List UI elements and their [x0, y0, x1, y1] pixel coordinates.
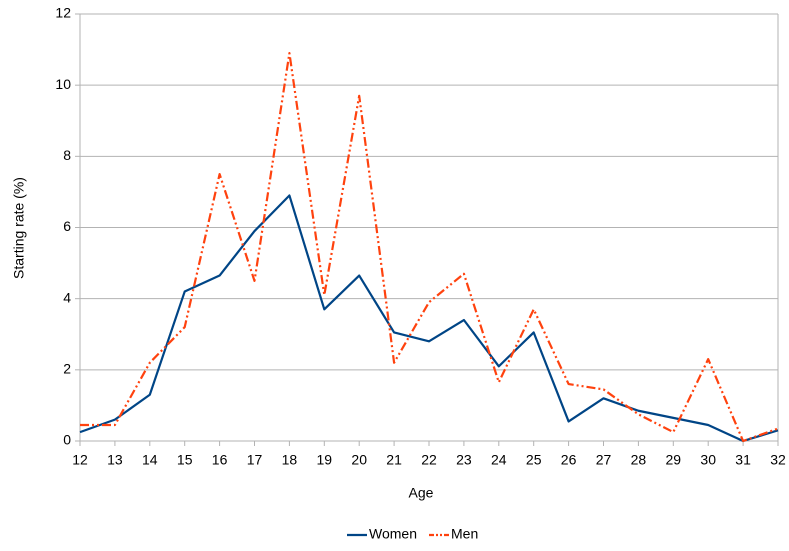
- y-axis-label: Starting rate (%): [11, 177, 27, 279]
- x-tick-label: 28: [631, 452, 647, 468]
- x-tick-label: 32: [770, 452, 786, 468]
- x-tick-label: 12: [72, 452, 88, 468]
- y-tick-label: 10: [55, 76, 71, 92]
- y-tick-label: 2: [63, 361, 71, 377]
- x-tick-label: 23: [456, 452, 472, 468]
- x-tick-label: 21: [386, 452, 402, 468]
- x-tick-label: 26: [561, 452, 577, 468]
- y-tick-label: 0: [63, 432, 71, 448]
- x-tick-label: 20: [351, 452, 367, 468]
- x-tick-label: 17: [247, 452, 263, 468]
- x-tick-label: 19: [317, 452, 333, 468]
- y-tick-label: 4: [63, 289, 71, 305]
- x-tick-label: 15: [177, 452, 193, 468]
- legend-label: Women: [369, 526, 417, 542]
- x-tick-label: 31: [735, 452, 751, 468]
- x-tick-label: 27: [596, 452, 612, 468]
- x-axis-label: Age: [409, 485, 434, 501]
- x-tick-label: 22: [421, 452, 437, 468]
- line-series: [80, 52, 779, 443]
- x-tick-label: 14: [142, 452, 158, 468]
- y-tick-label: 6: [63, 218, 71, 234]
- y-tick-label: 12: [55, 5, 71, 21]
- x-tick-label: 25: [526, 452, 542, 468]
- x-tick-label: 24: [491, 452, 507, 468]
- x-tick-label: 30: [700, 452, 716, 468]
- line-series: [79, 194, 779, 443]
- x-tick-label: 29: [666, 452, 682, 468]
- x-tick-label: 16: [212, 452, 228, 468]
- legend-label: Men: [451, 526, 478, 542]
- y-tick-label: 8: [63, 147, 71, 163]
- x-tick-label: 18: [282, 452, 298, 468]
- x-tick-label: 13: [107, 452, 123, 468]
